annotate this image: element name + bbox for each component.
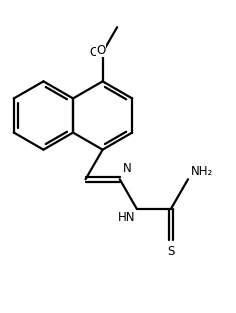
Text: O: O <box>89 46 98 59</box>
Text: HN: HN <box>118 211 135 223</box>
Text: NH₂: NH₂ <box>191 165 213 177</box>
Text: S: S <box>167 245 175 258</box>
Text: N: N <box>122 162 131 175</box>
Text: O: O <box>96 44 105 57</box>
